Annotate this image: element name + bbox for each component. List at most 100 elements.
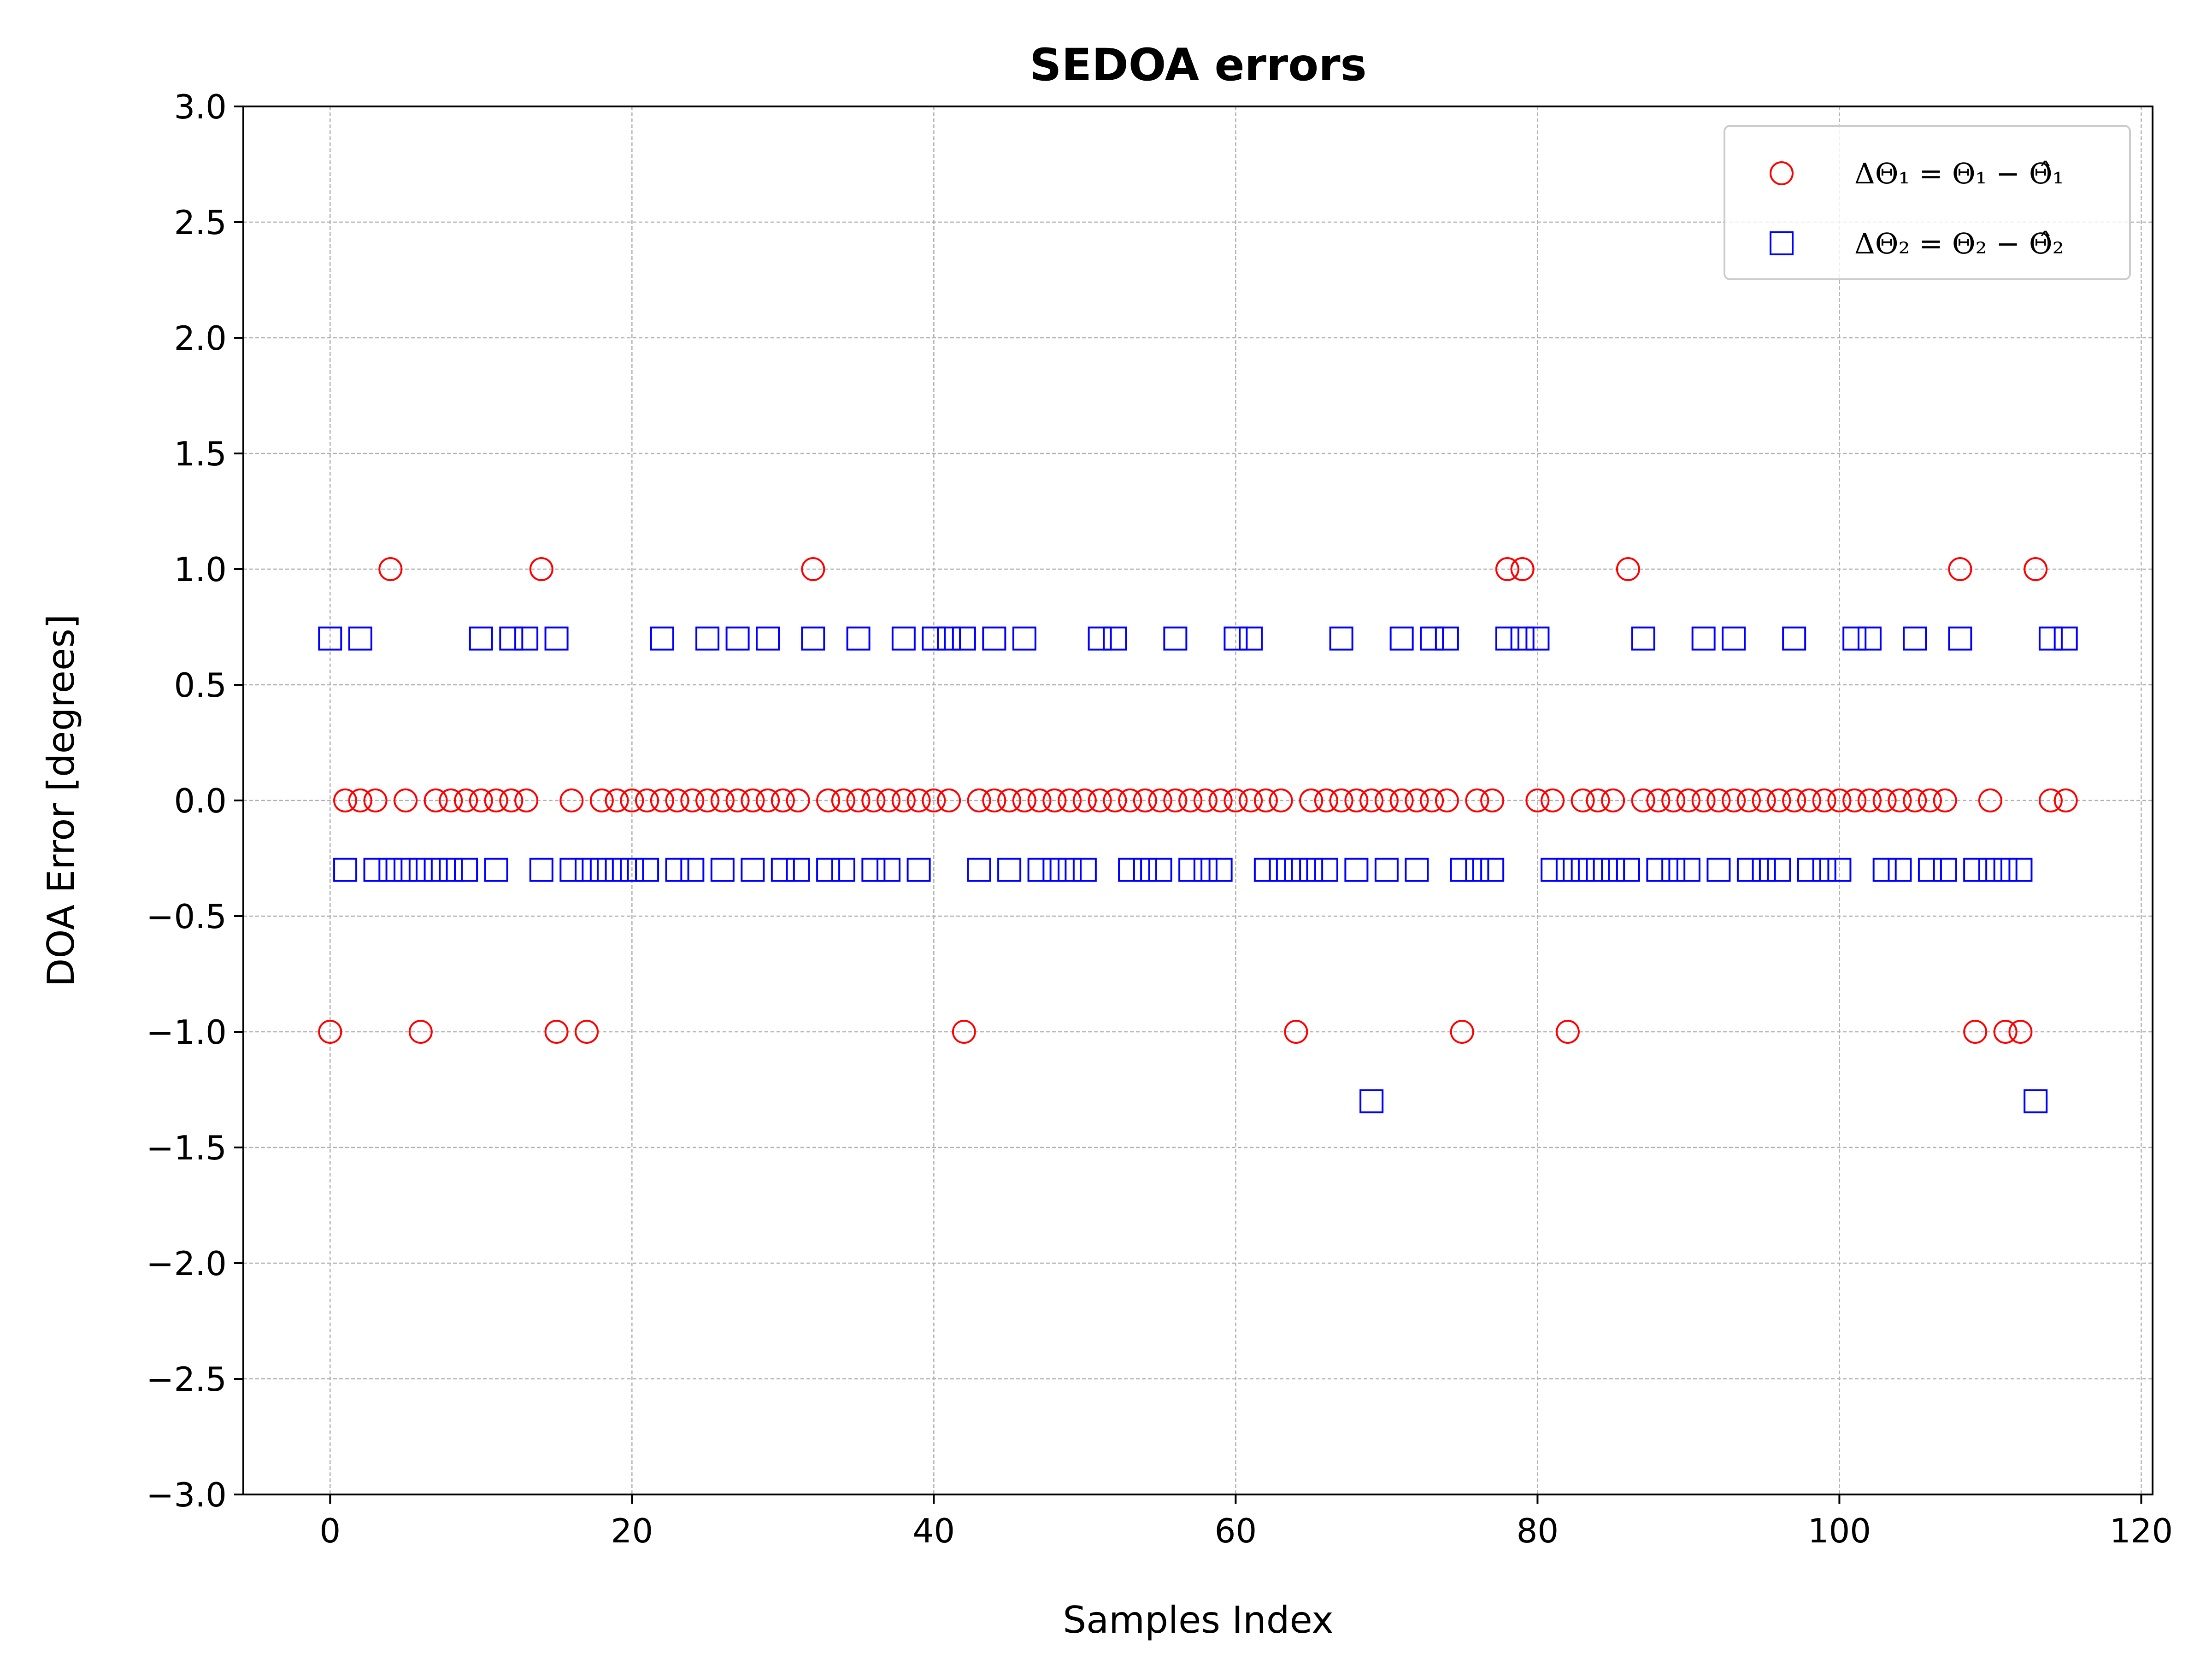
series-1-point [725, 788, 750, 812]
series-2-point [695, 626, 720, 651]
series-2-point [1827, 858, 1852, 882]
series-1-point [695, 788, 720, 812]
series-1-point [1933, 788, 1957, 812]
series-1-point [1193, 788, 1218, 812]
legend: ΔΘ₁ = Θ₁ − Θ̂₁ ΔΘ₂ = Θ₂ − Θ̂₂ [1724, 125, 2131, 280]
series-1-point [408, 1020, 433, 1044]
series-1-point [877, 788, 901, 812]
series-2-point [514, 626, 539, 651]
series-1-point [1450, 1020, 1474, 1044]
series-2-point [665, 858, 689, 882]
series-1-point [394, 788, 418, 812]
series-2-point [1435, 626, 1459, 651]
series-1-point [1118, 788, 1142, 812]
series-2-point [575, 858, 599, 882]
series-2-point [1586, 858, 1610, 882]
series-1-point [1616, 557, 1640, 581]
series-2-point [1465, 858, 1489, 882]
series-2-point [650, 626, 674, 651]
y-tick-label: −2.5 [146, 1360, 227, 1399]
series-2-point [1616, 858, 1640, 882]
legend-label: ΔΘ₂ = Θ₂ − Θ̂₂ [1854, 227, 2064, 260]
series-1-point [1782, 788, 1806, 812]
x-tick-label: 80 [1517, 1512, 1559, 1550]
series-2-point [408, 858, 433, 882]
series-2-point [1389, 626, 1414, 651]
series-1-point [1586, 788, 1610, 812]
series-2 [318, 626, 2078, 1113]
series-2-point [1163, 626, 1188, 651]
series-2-point [1450, 858, 1474, 882]
series-2-point [1178, 858, 1203, 882]
series-2-point [1736, 858, 1761, 882]
series-2-point [1782, 626, 1806, 651]
series-2-point [1963, 858, 1988, 882]
series-1-point [635, 788, 659, 812]
series-1-point [1178, 788, 1203, 812]
series-2-point [877, 858, 901, 882]
series-2-point [1208, 858, 1233, 882]
series-1-point [1088, 788, 1112, 812]
series-2-point [318, 626, 342, 651]
y-tick-label: −0.5 [146, 897, 227, 936]
series-1-point [1842, 788, 1867, 812]
series-1-point [514, 788, 539, 812]
series-2-point [710, 858, 735, 882]
series-2-point [1058, 858, 1082, 882]
series-1-point [1253, 788, 1278, 812]
series-1-point [424, 788, 448, 812]
y-tick-label: 3.0 [174, 88, 227, 126]
series-1-point [1797, 788, 1821, 812]
series-1-point [665, 788, 689, 812]
series-2-point [559, 858, 584, 882]
series-1-point [1706, 788, 1731, 812]
series-2-point [378, 858, 403, 882]
series-1-point [1239, 788, 1263, 812]
legend-marker-square [1770, 231, 1794, 255]
series-1-point [1676, 788, 1700, 812]
series-2-point [1374, 858, 1399, 882]
series-1-point [1857, 788, 1882, 812]
series-2-point [1842, 626, 1867, 651]
series-1-point [922, 788, 946, 812]
series-1-point [2024, 557, 2048, 581]
series-2-point [1284, 858, 1308, 882]
series-1-point [1465, 788, 1489, 812]
series-1-point [1420, 788, 1444, 812]
series-1-point [801, 557, 825, 581]
series-2-point [363, 858, 388, 882]
axis-ticks: 0 20 40 60 80 100 120 −3.0 −2.5 −2.0 −1.5 −1.0 −0.5 0… [146, 88, 2173, 1550]
series-1-point [1978, 788, 2002, 812]
series-1-point [1661, 788, 1686, 812]
series-2-point [831, 858, 855, 882]
series-2-point [1224, 626, 1248, 651]
series-2-point [1812, 858, 1836, 882]
series-1-point [469, 788, 493, 812]
series-2-point [1857, 626, 1882, 651]
series-2-point [982, 626, 1006, 651]
series-1-point [771, 788, 795, 812]
series-2-point [1299, 858, 1324, 882]
series-1-point [1314, 788, 1338, 812]
series-1-point [1555, 1020, 1580, 1044]
series-2-point [997, 858, 1022, 882]
series-1-point [1208, 788, 1233, 812]
series-1-point [1827, 788, 1852, 812]
series-1-point [1012, 788, 1036, 812]
series-2-point [2024, 1089, 2048, 1113]
series-1-point [1510, 557, 1535, 581]
series-1-point [620, 788, 644, 812]
series-2-point [937, 626, 961, 651]
series-2-point [1797, 858, 1821, 882]
series-2-point [1646, 858, 1671, 882]
series-1-point [333, 788, 358, 812]
series-2-point [1148, 858, 1172, 882]
series-1-point [846, 788, 871, 812]
series-2-point [1118, 858, 1142, 882]
series-1-point [1767, 788, 1791, 812]
series-2-point [1359, 1089, 1384, 1113]
series-2-point [1420, 626, 1444, 651]
series-2-point [1193, 858, 1218, 882]
series-2-point [1888, 858, 1912, 882]
series-2-point [2008, 858, 2033, 882]
